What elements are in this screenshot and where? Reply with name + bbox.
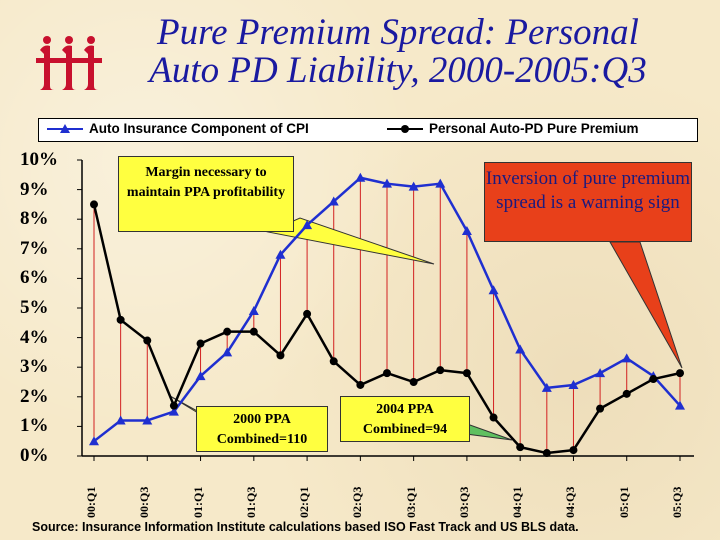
legend-marker-triangle-icon xyxy=(47,123,83,133)
title-line-1: Pure Premium Spread: Personal xyxy=(157,12,639,53)
data-point-circle xyxy=(489,413,498,422)
y-tick-label: 7% xyxy=(20,237,49,259)
y-tick-label: 1% xyxy=(20,415,49,437)
data-point-circle xyxy=(462,369,471,378)
chart-legend: Auto Insurance Component of CPI Personal… xyxy=(38,118,698,142)
data-point-circle xyxy=(90,200,98,209)
title-line-2: Auto PD Liability, 2000-2005:Q3 xyxy=(149,50,647,91)
data-point-circle xyxy=(303,309,312,318)
data-point-circle xyxy=(542,449,551,458)
data-point-circle xyxy=(436,366,445,375)
data-point-circle xyxy=(196,339,205,348)
data-point-triangle xyxy=(621,353,632,363)
y-tick-label: 2% xyxy=(20,385,49,407)
data-point-triangle xyxy=(675,400,685,410)
data-point-triangle xyxy=(595,368,606,378)
iii-logo-icon xyxy=(36,36,102,90)
legend-label-cpi: Auto Insurance Component of CPI xyxy=(89,121,309,136)
y-tick-label: 6% xyxy=(20,267,49,289)
callout-margin-text: Margin necessary to maintain PPA profita… xyxy=(126,165,286,200)
data-point-triangle xyxy=(328,196,339,206)
data-point-circle xyxy=(569,446,578,455)
legend-label-pure-premium: Personal Auto-PD Pure Premium xyxy=(429,121,639,136)
data-point-circle xyxy=(409,378,418,386)
data-point-triangle xyxy=(302,220,313,230)
callout-ppa-2000: 2000 PPA Combined=110 xyxy=(196,406,328,452)
data-point-triangle xyxy=(195,371,206,381)
y-tick-label: 4% xyxy=(20,326,49,348)
y-tick-label: 0% xyxy=(20,445,49,466)
legend-item-pure-premium: Personal Auto-PD Pure Premium xyxy=(387,121,639,136)
data-point-triangle xyxy=(275,249,286,259)
y-tick-label: 5% xyxy=(20,297,49,318)
data-point-circle xyxy=(676,369,684,378)
data-point-triangle xyxy=(568,379,579,389)
data-point-triangle xyxy=(168,406,179,416)
data-point-triangle xyxy=(461,226,472,236)
data-point-triangle xyxy=(115,415,126,425)
data-point-triangle xyxy=(248,305,259,315)
y-tick-label: 9% xyxy=(20,178,49,200)
data-point-circle xyxy=(622,389,631,398)
data-point-circle xyxy=(596,404,605,413)
data-point-circle xyxy=(249,327,258,336)
data-point-circle xyxy=(276,351,285,360)
data-point-triangle xyxy=(541,382,552,392)
callout-inversion-pointer xyxy=(609,241,683,369)
data-point-triangle xyxy=(382,178,392,188)
data-point-circle xyxy=(356,380,365,389)
data-point-circle xyxy=(516,443,525,452)
data-point-triangle xyxy=(488,285,499,295)
data-point-circle xyxy=(649,375,658,384)
data-point-triangle xyxy=(89,436,99,446)
legend-marker-circle-icon xyxy=(387,124,423,133)
data-point-triangle xyxy=(515,344,526,354)
callout-ppa-2004-text: 2004 PPA Combined=94 xyxy=(362,402,448,437)
callout-ppa-2000-text: 2000 PPA Combined=110 xyxy=(216,412,308,447)
data-point-triangle xyxy=(408,181,419,191)
data-point-circle xyxy=(143,336,152,345)
data-point-circle xyxy=(383,369,391,378)
data-point-triangle xyxy=(142,415,153,425)
legend-item-cpi: Auto Insurance Component of CPI xyxy=(47,121,309,136)
data-point-circle xyxy=(223,327,232,336)
data-point-circle xyxy=(169,401,178,410)
callout-ppa-2004: 2004 PPA Combined=94 xyxy=(340,396,470,442)
y-tick-label: 8% xyxy=(20,208,49,230)
data-point-circle xyxy=(329,357,338,366)
callout-margin: Margin necessary to maintain PPA profita… xyxy=(118,156,294,232)
page-title: Pure Premium Spread: Personal Auto PD Li… xyxy=(118,14,678,90)
data-point-circle xyxy=(116,315,125,324)
data-point-triangle xyxy=(355,172,366,182)
y-tick-label: 3% xyxy=(20,356,49,378)
source-note: Source: Insurance Information Institute … xyxy=(32,520,579,534)
y-tick-label: 10% xyxy=(20,149,58,170)
data-point-triangle xyxy=(222,347,233,357)
data-point-triangle xyxy=(435,178,446,188)
callout-inversion: Inversion of pure premium spread is a wa… xyxy=(484,162,692,242)
callout-inversion-text: Inversion of pure premium spread is a wa… xyxy=(485,168,691,213)
